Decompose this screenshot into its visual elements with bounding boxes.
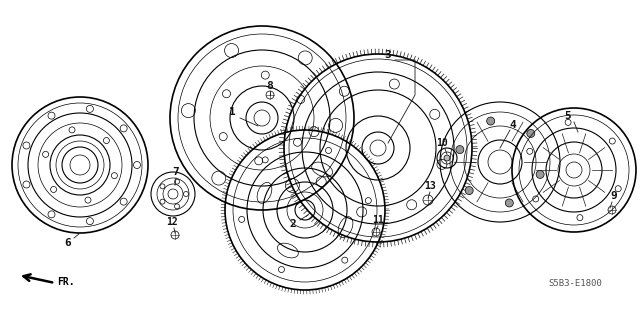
- Text: 9: 9: [611, 191, 618, 201]
- Circle shape: [486, 117, 495, 125]
- Circle shape: [456, 145, 464, 153]
- Text: 5: 5: [564, 111, 572, 121]
- Circle shape: [536, 170, 544, 178]
- Text: 11: 11: [372, 215, 384, 225]
- Text: S5B3-E1800: S5B3-E1800: [548, 278, 602, 287]
- Circle shape: [444, 155, 450, 161]
- Text: 12: 12: [166, 217, 178, 227]
- Text: 1: 1: [228, 107, 236, 117]
- Text: 6: 6: [65, 238, 72, 248]
- Circle shape: [527, 130, 535, 137]
- Text: 13: 13: [424, 181, 436, 191]
- Text: 10: 10: [436, 138, 448, 148]
- Text: FR.: FR.: [57, 277, 75, 287]
- Text: 3: 3: [385, 50, 392, 60]
- Text: 2: 2: [290, 219, 296, 229]
- Text: 8: 8: [267, 81, 273, 91]
- Text: 7: 7: [173, 167, 179, 177]
- Circle shape: [506, 199, 513, 207]
- Circle shape: [465, 187, 473, 195]
- Text: 4: 4: [509, 120, 516, 130]
